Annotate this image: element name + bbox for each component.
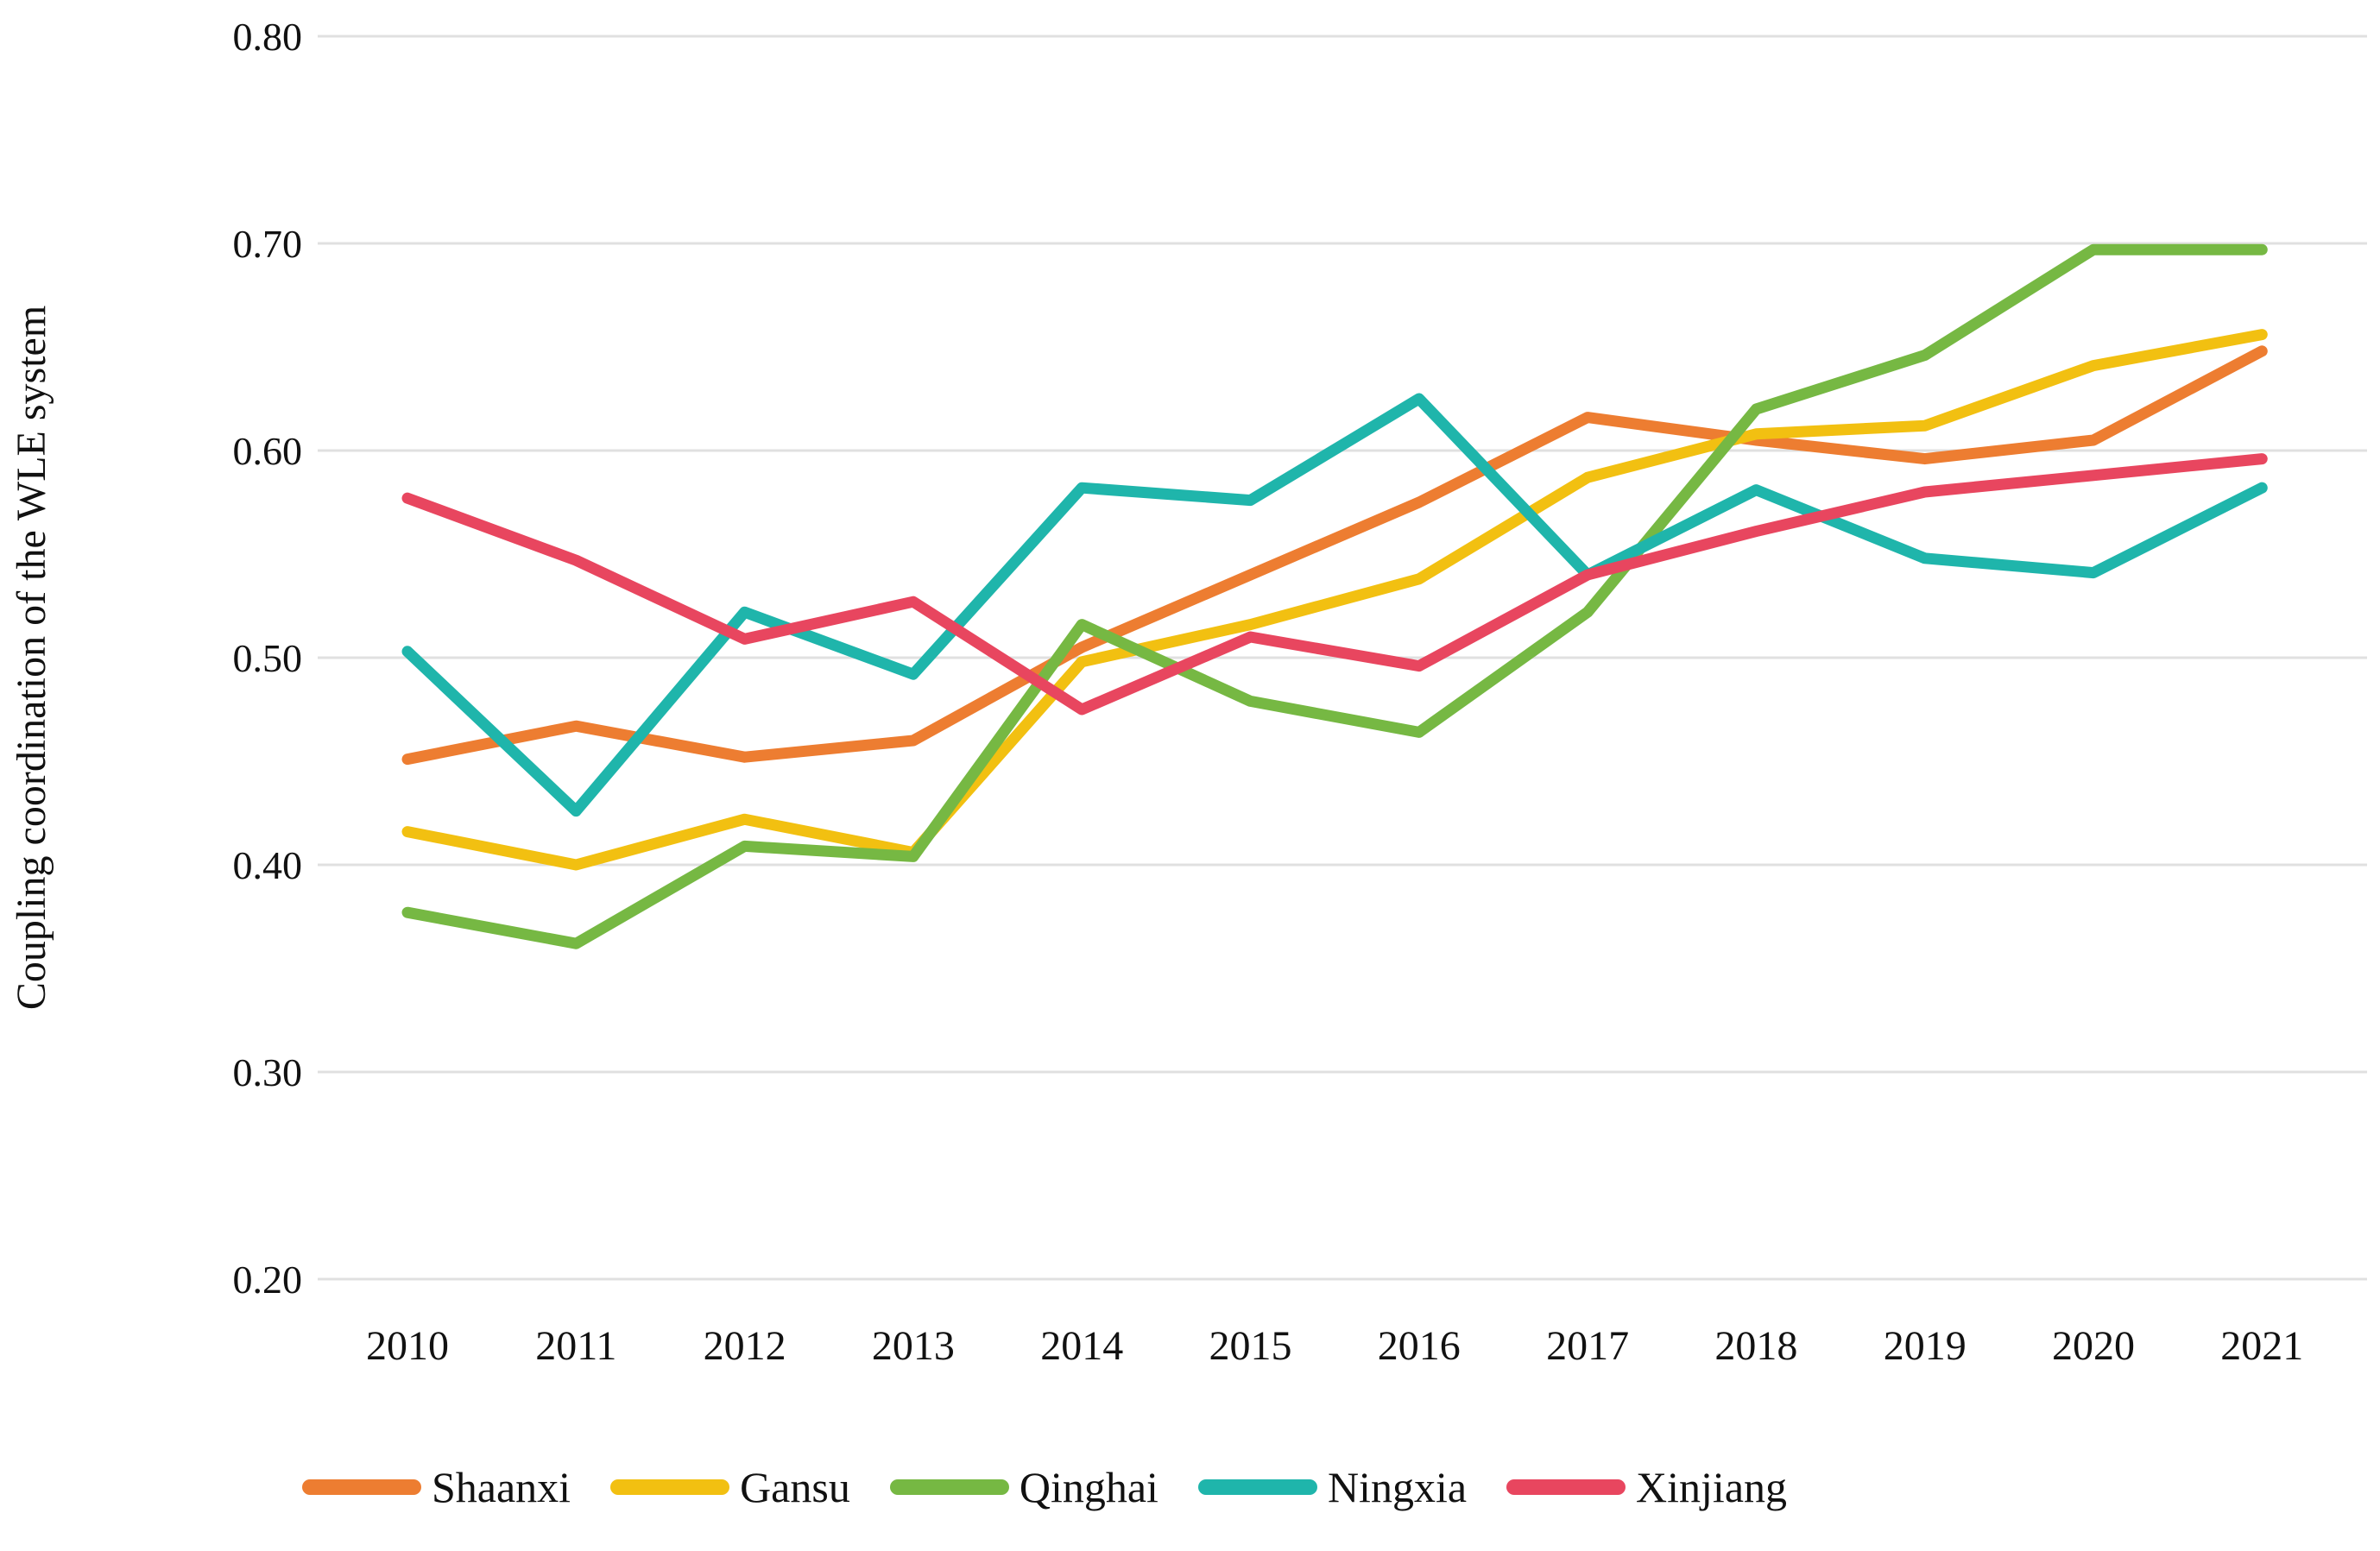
x-tick-label: 2010	[366, 1323, 449, 1369]
y-axis-title: Coupling coordination of the WLE system	[9, 306, 54, 1010]
y-tick-label: 0.70	[233, 222, 303, 266]
y-axis-tick-labels: 0.80 0.70 0.60 0.50 0.40 0.30 0.20	[233, 15, 303, 1302]
x-tick-label: 2016	[1378, 1323, 1461, 1369]
x-tick-label: 2012	[704, 1323, 786, 1369]
legend-label: Gansu	[740, 1463, 850, 1511]
x-tick-label: 2014	[1040, 1323, 1123, 1369]
y-tick-label: 0.20	[233, 1258, 303, 1302]
y-tick-label: 0.30	[233, 1050, 303, 1094]
y-tick-label: 0.50	[233, 636, 303, 680]
legend-item-gansu: Gansu	[610, 1466, 850, 1509]
series-line-xinjiang	[401, 453, 2268, 716]
x-tick-label: 2020	[2052, 1323, 2135, 1369]
legend-label: Qinghai	[1019, 1463, 1158, 1511]
legend-swatch-gansu	[610, 1479, 730, 1495]
x-tick-label: 2015	[1209, 1323, 1292, 1369]
legend-item-xinjiang: Xinjiang	[1506, 1466, 1787, 1509]
legend-label: Xinjiang	[1636, 1463, 1788, 1511]
series-line-qinghai	[401, 243, 2268, 949]
legend-label: Ningxia	[1327, 1463, 1468, 1511]
x-tick-label: 2019	[1884, 1323, 1966, 1369]
x-tick-label: 2021	[2220, 1323, 2303, 1369]
legend-label: Shaanxi	[431, 1463, 571, 1511]
x-tick-label: 2011	[535, 1323, 616, 1369]
chart-legend: Shaanxi Gansu Qinghai Ningxia Xinjiang	[0, 1466, 2089, 1509]
series-line-ningxia	[401, 393, 2268, 817]
legend-swatch-qinghai	[889, 1479, 1009, 1495]
series-line-gansu	[401, 329, 2268, 871]
x-tick-label: 2013	[872, 1323, 955, 1369]
y-tick-label: 0.60	[233, 429, 303, 473]
legend-item-ningxia: Ningxia	[1197, 1463, 1468, 1511]
legend-swatch-xinjiang	[1506, 1479, 1626, 1495]
series-lines	[401, 243, 2268, 949]
series-line-shaanxi	[401, 345, 2268, 766]
y-tick-label: 0.80	[233, 15, 303, 59]
x-axis-tick-labels: 2010 2011 2012 2013 2014 2015 2016 2017 2018 2019…	[366, 1323, 2303, 1369]
legend-swatch-ningxia	[1197, 1479, 1317, 1495]
legend-item-qinghai: Qinghai	[889, 1463, 1158, 1511]
x-tick-label: 2017	[1546, 1323, 1629, 1369]
x-tick-label: 2018	[1714, 1323, 1797, 1369]
legend-swatch-shaanxi	[301, 1479, 421, 1495]
y-tick-label: 0.40	[233, 843, 303, 887]
legend-item-shaanxi: Shaanxi	[301, 1463, 571, 1511]
